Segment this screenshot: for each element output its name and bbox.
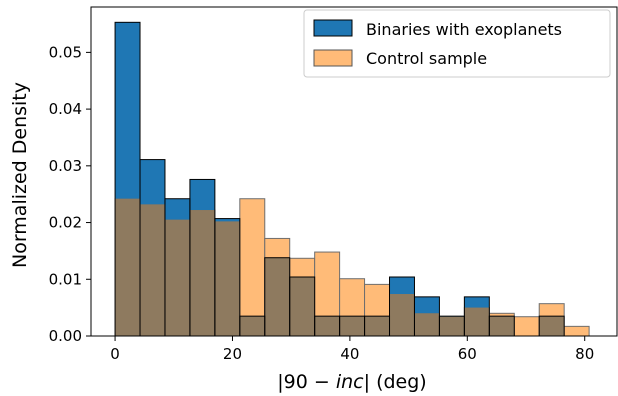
- overlap-bar: [314, 316, 340, 336]
- control-sample-bar: [239, 198, 266, 337]
- legend-box: [303, 9, 611, 78]
- control-sample-bar: [513, 316, 540, 337]
- legend-swatch-binaries: [313, 19, 353, 37]
- legend-label-control: Control sample: [366, 49, 487, 68]
- binaries-bar-excess: [115, 22, 141, 199]
- overlap-bar: [539, 316, 565, 336]
- binaries-bar: [214, 218, 241, 337]
- binaries-bar-excess: [214, 218, 240, 222]
- y-axis-ticks: 0.00 0.01 0.02 0.03 0.04 0.05: [49, 43, 91, 345]
- overlap-bar: [264, 257, 290, 336]
- overlap-bar: [289, 277, 315, 336]
- overlap-bar: [115, 198, 141, 336]
- binaries-bar: [289, 276, 316, 337]
- binaries-bar-excess: [140, 159, 165, 205]
- overlap-bars: [115, 22, 565, 336]
- y-tick-label: 0.03: [49, 157, 82, 175]
- overlap-bar: [389, 294, 415, 336]
- binaries-bar: [488, 315, 515, 337]
- overlap-bar: [339, 316, 365, 336]
- binaries-bar-excess: [389, 277, 415, 295]
- x-tick-label: 20: [223, 345, 242, 363]
- x-axis-ticks: 0 20 40 60 80: [110, 336, 594, 363]
- y-tick-label: 0.05: [49, 43, 82, 61]
- y-tick-label: 0.00: [49, 327, 82, 345]
- overlap-bar: [414, 313, 440, 336]
- overlap-bar: [239, 316, 265, 336]
- x-tick-label: 40: [340, 345, 359, 363]
- y-tick-label: 0.01: [49, 270, 82, 288]
- y-tick-label: 0.02: [49, 214, 82, 232]
- overlap-bar: [214, 221, 240, 336]
- binaries-bar-excess: [464, 296, 490, 308]
- binaries-bar-excess: [414, 296, 440, 314]
- binaries-bar: [538, 315, 565, 337]
- overlap-bar: [489, 316, 515, 336]
- y-tick-label: 0.04: [49, 100, 82, 118]
- binaries-bar-excess: [164, 198, 190, 220]
- overlap-bar: [364, 316, 390, 336]
- legend-label-binaries: Binaries with exoplanets: [366, 20, 562, 39]
- overlap-bar: [464, 307, 490, 336]
- overlap-bar: [140, 204, 165, 336]
- control-sample-bar: [563, 325, 590, 337]
- binaries-bar-excess: [189, 179, 215, 211]
- overlap-bar: [164, 219, 190, 336]
- y-axis-label: Normalized Density: [9, 82, 31, 268]
- x-tick-label: 60: [458, 345, 477, 363]
- x-axis-label: |90 − inc| (deg): [277, 371, 426, 393]
- overlap-bar: [189, 210, 215, 336]
- x-tick-label: 0: [110, 345, 120, 363]
- legend: Binaries with exoplanets Control sample: [303, 9, 611, 78]
- binaries-bars: [114, 21, 565, 337]
- x-tick-label: 80: [575, 345, 594, 363]
- overlap-bar: [439, 316, 465, 336]
- legend-swatch-control: [313, 49, 353, 67]
